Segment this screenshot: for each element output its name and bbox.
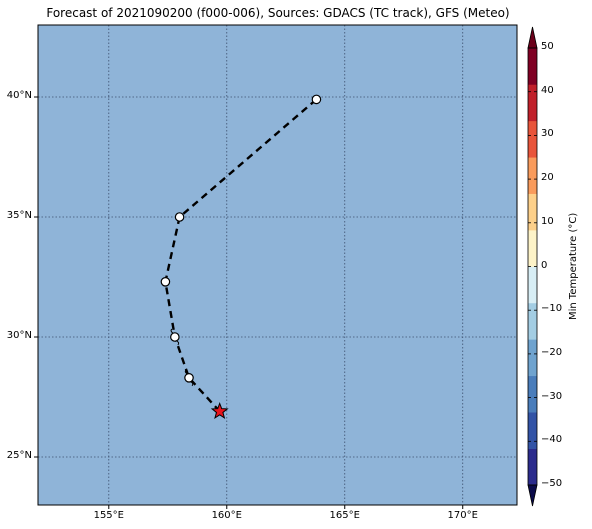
colorbar-segment xyxy=(528,302,537,340)
lat-tick-label: 30°N xyxy=(6,330,32,341)
lon-tick-label: 165°E xyxy=(329,510,360,521)
ocean-area xyxy=(38,25,517,505)
colorbar-tick-label: −30 xyxy=(541,390,563,402)
colorbar xyxy=(527,26,538,507)
lat-tick-label: 35°N xyxy=(6,210,32,221)
track-point xyxy=(160,276,171,287)
lat-tick-label: 40°N xyxy=(6,90,32,101)
colorbar-tick-label: 50 xyxy=(541,41,554,52)
colorbar-tick-label: −50 xyxy=(541,478,563,489)
colorbar-segment xyxy=(528,339,537,377)
lon-tick-label: 155°E xyxy=(93,510,124,521)
colorbar-segment xyxy=(528,157,537,194)
track-point-hook xyxy=(190,381,194,387)
colorbar-tick-label: 10 xyxy=(541,215,554,227)
track-line xyxy=(164,98,318,413)
lon-tick-label: 160°E xyxy=(211,510,242,521)
track-point-star xyxy=(210,401,229,420)
map-frame xyxy=(37,24,518,506)
lon-tick-label: 170°E xyxy=(447,510,478,521)
track-point-hook xyxy=(176,340,180,346)
colorbar-segment xyxy=(528,230,537,267)
colorbar-segment xyxy=(528,120,537,158)
colorbar-tick-label: 20 xyxy=(541,172,554,184)
track-point xyxy=(184,372,194,383)
colorbar-segment xyxy=(528,412,537,449)
colorbar-over-arrow xyxy=(527,26,538,49)
track-point xyxy=(311,94,322,105)
colorbar-tick-label: 0 xyxy=(541,259,548,271)
colorbar-tick-label: −40 xyxy=(541,434,563,446)
colorbar-segment xyxy=(528,375,537,413)
map-title: Forecast of 2021090200 (f000-006), Sourc… xyxy=(46,6,510,20)
colorbar-segment xyxy=(528,48,537,85)
colorbar-segment xyxy=(528,193,537,231)
track-point xyxy=(170,332,180,342)
track-point-hook xyxy=(170,328,174,334)
map-panel xyxy=(34,24,518,509)
colorbar-tick-label: −10 xyxy=(541,303,563,315)
colorbar-tick-label: 30 xyxy=(541,128,554,140)
colorbar-segment xyxy=(528,266,537,304)
colorbar-segment xyxy=(528,448,537,486)
colorbar-tick-label: 40 xyxy=(541,84,554,96)
colorbar-label: Min Temperature (°C) xyxy=(568,212,579,320)
colorbar-under-arrow xyxy=(527,484,538,507)
colorbar-tick-label: −20 xyxy=(541,346,563,358)
track-point-hook xyxy=(184,369,188,375)
colorbar-segment xyxy=(528,84,537,122)
track-point xyxy=(174,212,185,222)
lat-tick-label: 25°N xyxy=(6,450,32,461)
